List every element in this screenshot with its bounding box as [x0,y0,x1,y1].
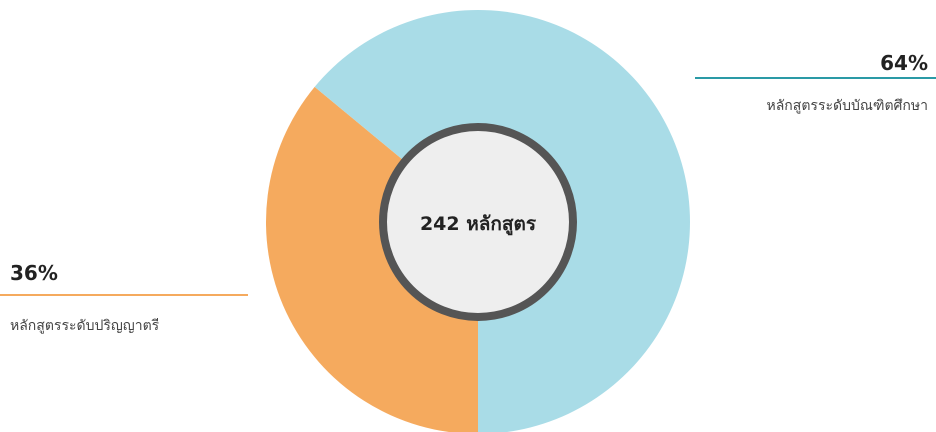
category-label: หลักสูตรระดับปริญญาตรี [10,318,160,334]
slice [266,86,478,432]
category-label: หลักสูตรระดับบัณฑิตศึกษา [767,98,929,114]
value-label: 64% [880,51,928,75]
value-label: 36% [10,261,58,285]
center-label: 242 หลักสูตร [420,213,537,236]
center-circle [379,123,577,321]
